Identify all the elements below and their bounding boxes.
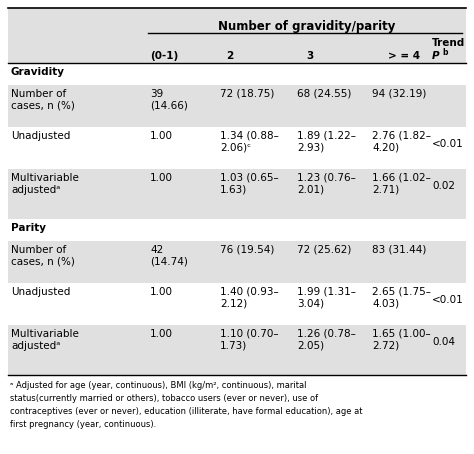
Text: Trend: Trend xyxy=(432,38,465,48)
Text: status(currently married or others), tobacco users (ever or never), use of: status(currently married or others), tob… xyxy=(10,394,318,403)
Text: 68 (24.55): 68 (24.55) xyxy=(297,89,351,99)
Text: Number of
cases, n (%): Number of cases, n (%) xyxy=(11,89,75,111)
Text: 42
(14.74): 42 (14.74) xyxy=(150,245,188,266)
Text: 83 (31.44): 83 (31.44) xyxy=(372,245,427,255)
Text: > = 4: > = 4 xyxy=(388,51,420,61)
Text: Multivariable
adjustedᵃ: Multivariable adjustedᵃ xyxy=(11,173,79,195)
Text: 1.89 (1.22–
2.93): 1.89 (1.22– 2.93) xyxy=(297,131,356,153)
Text: contraceptives (ever or never), education (illiterate, have formal education), a: contraceptives (ever or never), educatio… xyxy=(10,407,363,416)
Text: b: b xyxy=(442,48,447,57)
Text: 1.03 (0.65–
1.63): 1.03 (0.65– 1.63) xyxy=(220,173,279,195)
Text: 76 (19.54): 76 (19.54) xyxy=(220,245,274,255)
Text: 2.76 (1.82–
4.20): 2.76 (1.82– 4.20) xyxy=(372,131,431,153)
Text: Multivariable
adjustedᵃ: Multivariable adjustedᵃ xyxy=(11,329,79,350)
Bar xyxy=(8,325,466,375)
Bar xyxy=(8,85,466,127)
Text: Unadjusted: Unadjusted xyxy=(11,131,70,141)
Text: Unadjusted: Unadjusted xyxy=(11,287,70,297)
Text: 1.23 (0.76–
2.01): 1.23 (0.76– 2.01) xyxy=(297,173,356,195)
Text: 1.65 (1.00–
2.72): 1.65 (1.00– 2.72) xyxy=(372,329,431,350)
Text: 0.02: 0.02 xyxy=(432,181,455,191)
Text: 2: 2 xyxy=(227,51,234,61)
Text: 1.00: 1.00 xyxy=(150,173,173,183)
Text: 1.10 (0.70–
1.73): 1.10 (0.70– 1.73) xyxy=(220,329,279,350)
Text: <0.01: <0.01 xyxy=(432,295,464,305)
Text: 1.00: 1.00 xyxy=(150,131,173,141)
Text: 1.26 (0.78–
2.05): 1.26 (0.78– 2.05) xyxy=(297,329,356,350)
Text: 1.66 (1.02–
2.71): 1.66 (1.02– 2.71) xyxy=(372,173,431,195)
Bar xyxy=(8,8,466,63)
Text: 94 (32.19): 94 (32.19) xyxy=(372,89,427,99)
Bar xyxy=(8,241,466,283)
Text: first pregnancy (year, continuous).: first pregnancy (year, continuous). xyxy=(10,420,156,429)
Text: 72 (18.75): 72 (18.75) xyxy=(220,89,274,99)
Text: 3: 3 xyxy=(306,51,314,61)
Text: ᵃ Adjusted for age (year, continuous), BMI (kg/m², continuous), marital: ᵃ Adjusted for age (year, continuous), B… xyxy=(10,381,307,390)
Text: Parity: Parity xyxy=(11,223,46,233)
Text: 39
(14.66): 39 (14.66) xyxy=(150,89,188,111)
Text: 1.34 (0.88–
2.06)ᶜ: 1.34 (0.88– 2.06)ᶜ xyxy=(220,131,279,153)
Text: 1.00: 1.00 xyxy=(150,329,173,339)
Text: 72 (25.62): 72 (25.62) xyxy=(297,245,351,255)
Text: 1.40 (0.93–
2.12): 1.40 (0.93– 2.12) xyxy=(220,287,279,309)
Text: 1.00: 1.00 xyxy=(150,287,173,297)
Text: 0.04: 0.04 xyxy=(432,337,455,347)
Text: 1.99 (1.31–
3.04): 1.99 (1.31– 3.04) xyxy=(297,287,356,309)
Text: Number of
cases, n (%): Number of cases, n (%) xyxy=(11,245,75,266)
Text: <0.01: <0.01 xyxy=(432,139,464,149)
Bar xyxy=(8,169,466,219)
Text: Gravidity: Gravidity xyxy=(11,67,65,77)
Text: Number of gravidity/parity: Number of gravidity/parity xyxy=(218,20,395,33)
Text: P: P xyxy=(432,51,439,61)
Text: (0-1): (0-1) xyxy=(150,51,178,61)
Text: 2.65 (1.75–
4.03): 2.65 (1.75– 4.03) xyxy=(372,287,431,309)
